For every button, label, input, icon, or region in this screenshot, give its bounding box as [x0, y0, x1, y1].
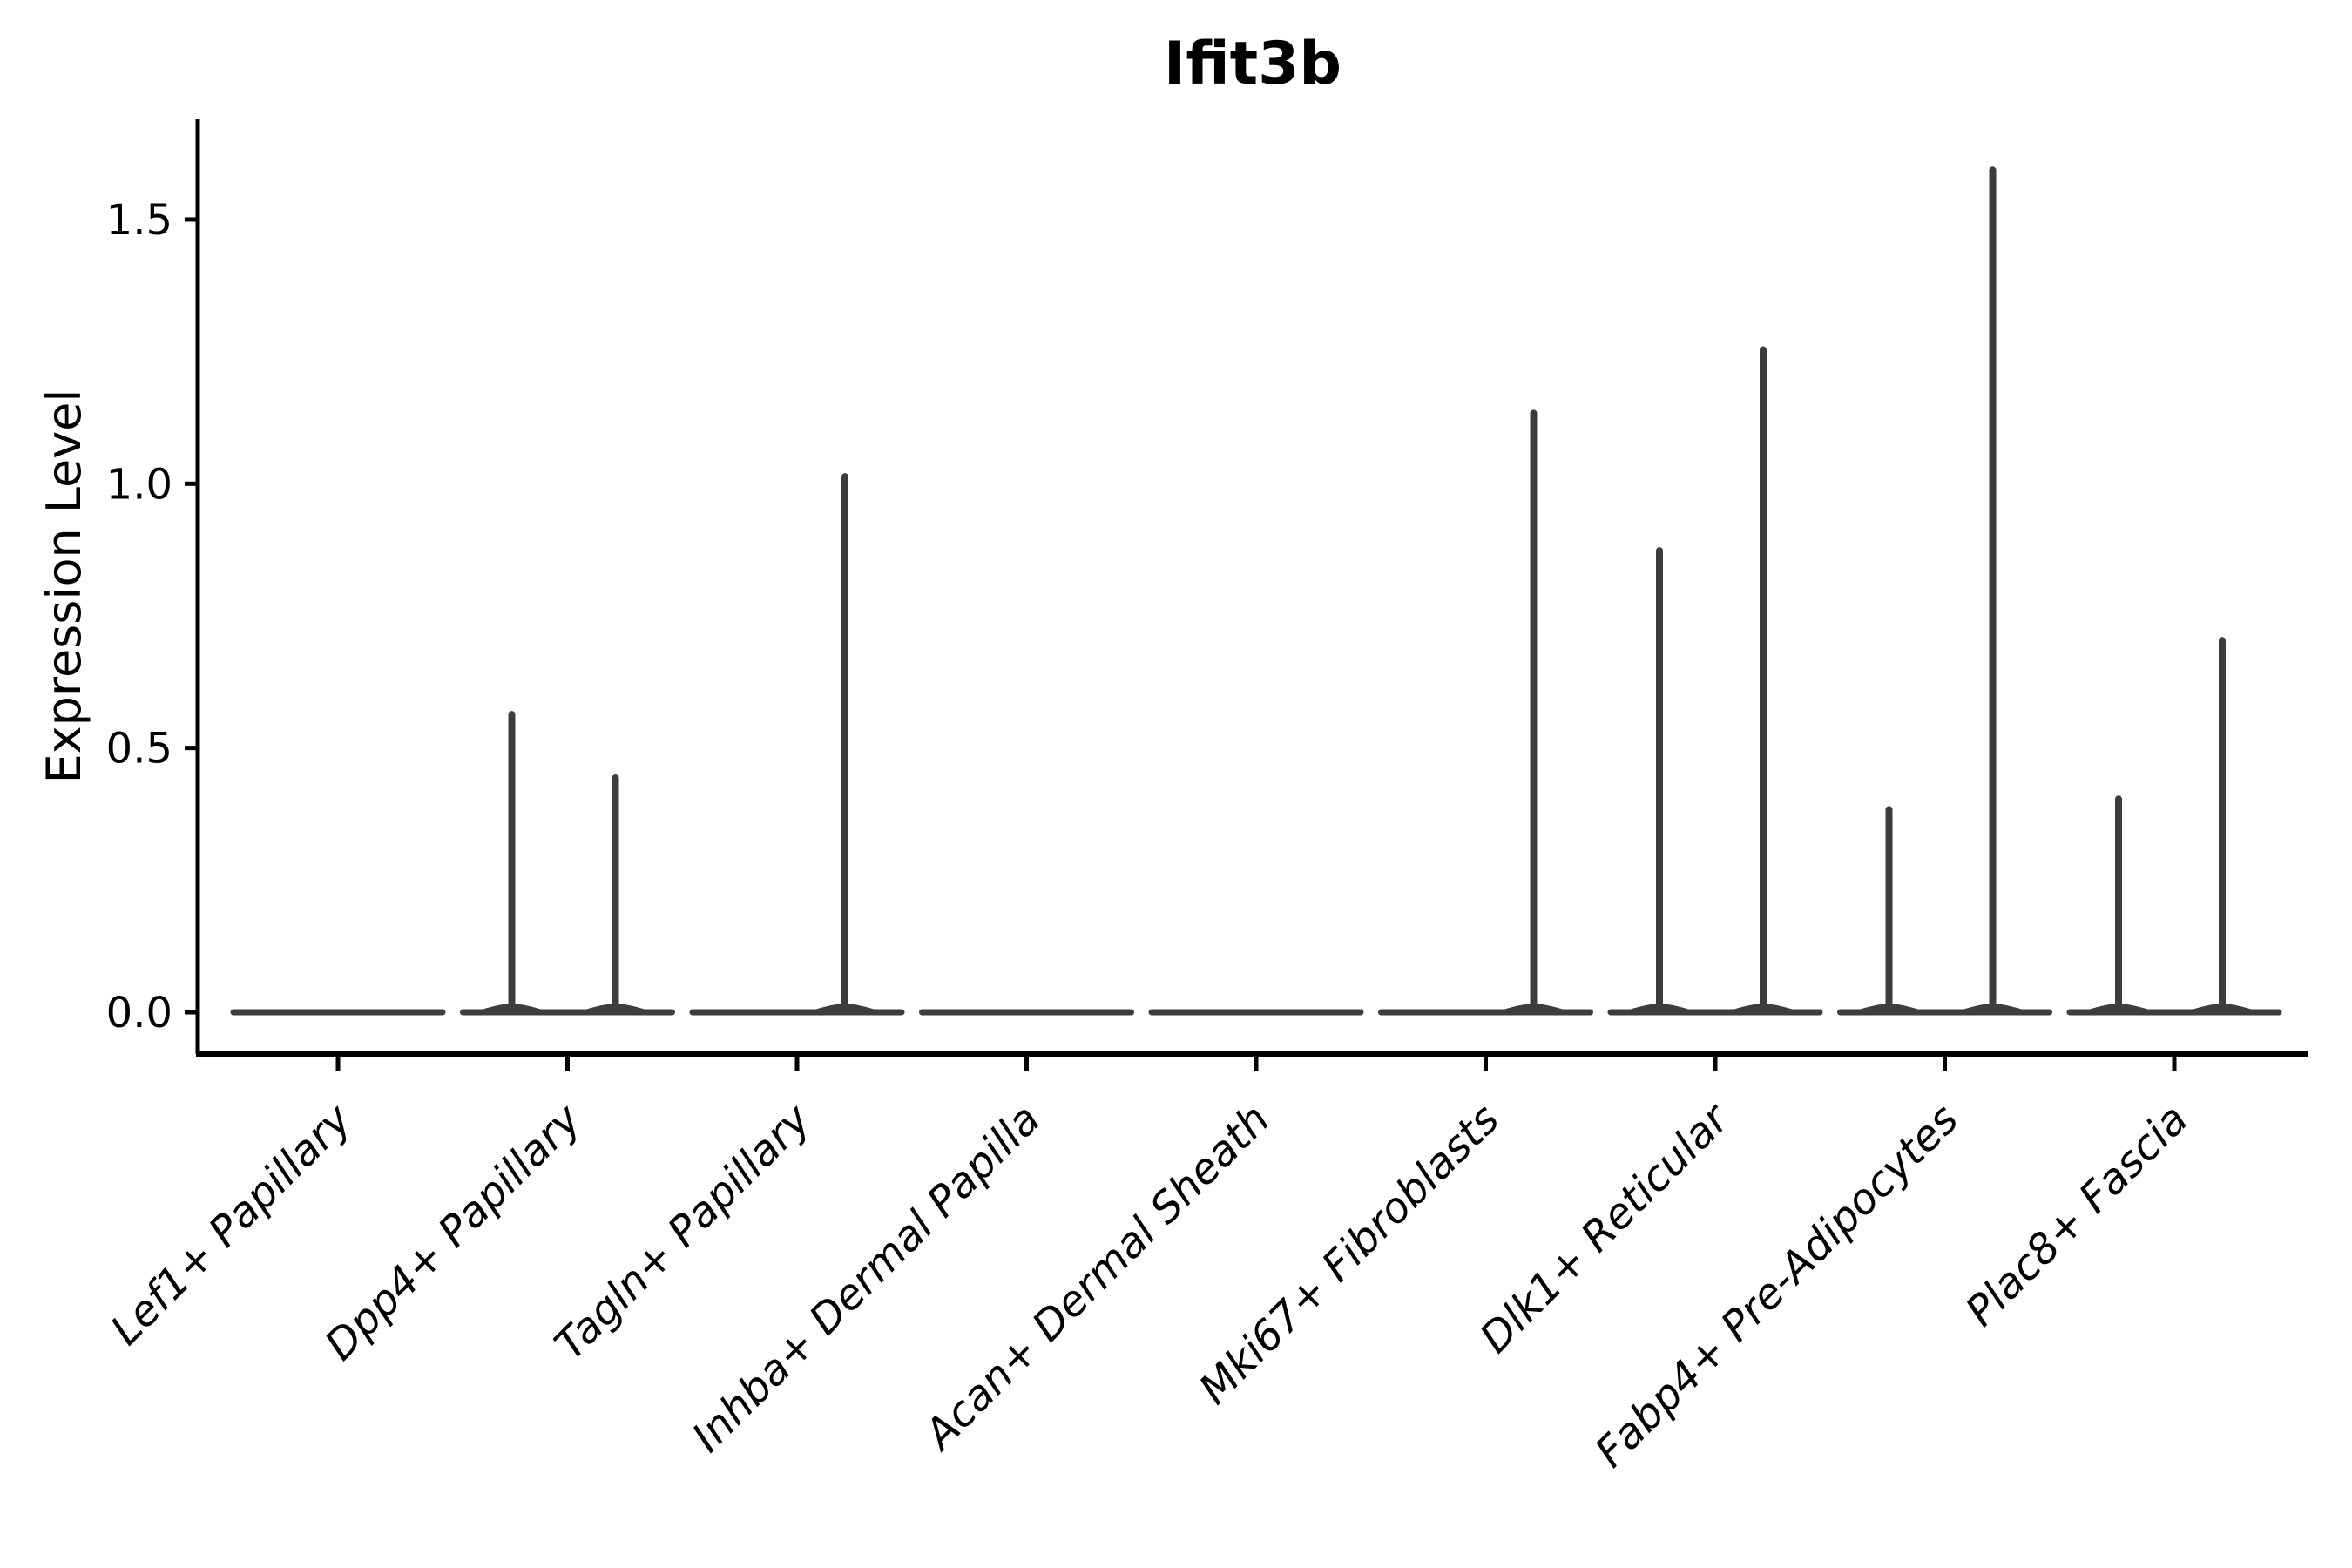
violin: [1837, 166, 2052, 1016]
x-tick-label: Tagln+ Papillary: [545, 1094, 821, 1369]
violin: [1607, 346, 1823, 1016]
y-tick-label: 1.5: [106, 196, 172, 245]
x-tick-label: Plac8+ Fascia: [1957, 1095, 2198, 1336]
y-axis-ticks: 0.0 0.5 1.0 1.5: [106, 196, 198, 1037]
x-tick-label: Fabp4+ Pre-Adipocytes: [1585, 1095, 1968, 1477]
violins-group: [230, 166, 2282, 1016]
x-tick-label: Dpp4+ Papillary: [315, 1094, 591, 1369]
y-tick-label: 1.0: [106, 460, 172, 509]
y-axis-label: Expression Level: [37, 389, 91, 784]
violin: [2066, 637, 2282, 1016]
violin: [1378, 409, 1593, 1016]
violin: [460, 711, 675, 1016]
y-tick-label: 0.0: [106, 989, 172, 1037]
x-tick-label: Lef1+ Papillary: [101, 1094, 362, 1355]
chart-title: Ifit3b: [1164, 30, 1342, 98]
y-tick-label: 0.5: [106, 725, 172, 774]
x-tick-label: Dlk1+ Reticular: [1470, 1093, 1740, 1363]
violin: [689, 473, 905, 1016]
